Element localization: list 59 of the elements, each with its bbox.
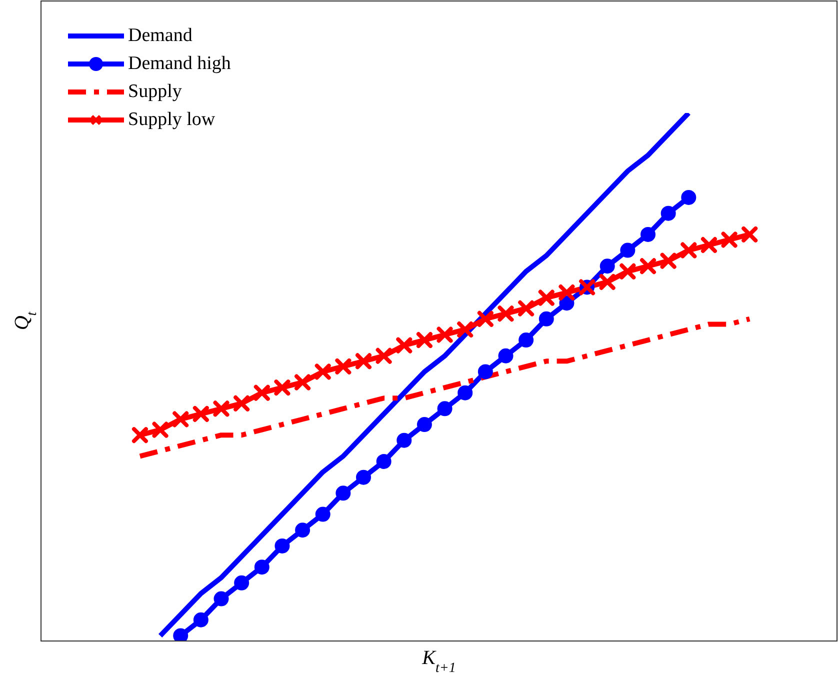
point	[152, 422, 168, 438]
point	[172, 411, 189, 428]
point	[396, 337, 412, 354]
point	[213, 400, 230, 417]
point	[193, 612, 208, 628]
point	[498, 306, 514, 322]
point	[620, 242, 636, 258]
point	[173, 628, 188, 641]
point	[640, 258, 656, 274]
point	[132, 427, 148, 444]
point	[457, 321, 474, 338]
point	[336, 486, 351, 501]
legend-label: Demand high	[128, 52, 231, 76]
legend-label: Demand	[128, 24, 192, 48]
point	[254, 384, 270, 401]
point	[538, 290, 554, 306]
point	[477, 310, 494, 327]
point	[640, 226, 656, 242]
x-axis-title: K$_{t+1}$	[421, 647, 456, 676]
point	[721, 232, 738, 248]
point	[234, 395, 250, 412]
point	[538, 311, 554, 326]
point	[680, 242, 697, 258]
point	[214, 591, 229, 606]
point	[314, 364, 331, 380]
point	[681, 190, 696, 205]
point	[274, 538, 290, 554]
point	[335, 358, 352, 374]
point	[234, 575, 250, 590]
legend-label: Supply low	[128, 108, 216, 132]
point	[416, 417, 432, 432]
point	[700, 237, 717, 253]
point	[294, 374, 311, 390]
point	[558, 284, 575, 301]
point	[416, 332, 432, 348]
point	[396, 432, 412, 448]
legend-label: Supply	[128, 80, 182, 104]
point	[458, 385, 473, 400]
point	[620, 263, 636, 280]
point	[599, 274, 616, 290]
point	[274, 380, 290, 396]
point	[192, 406, 209, 422]
point	[600, 258, 615, 274]
point	[254, 560, 270, 575]
point	[660, 252, 676, 269]
point	[356, 470, 372, 485]
point	[498, 348, 514, 364]
point	[356, 353, 372, 370]
point	[376, 454, 392, 469]
point	[518, 300, 534, 316]
point	[315, 506, 330, 522]
point	[437, 401, 452, 416]
point	[742, 226, 758, 242]
point	[376, 348, 392, 364]
point	[518, 332, 534, 348]
point	[478, 364, 493, 380]
point	[660, 206, 676, 221]
point	[436, 326, 453, 343]
point	[295, 522, 310, 538]
